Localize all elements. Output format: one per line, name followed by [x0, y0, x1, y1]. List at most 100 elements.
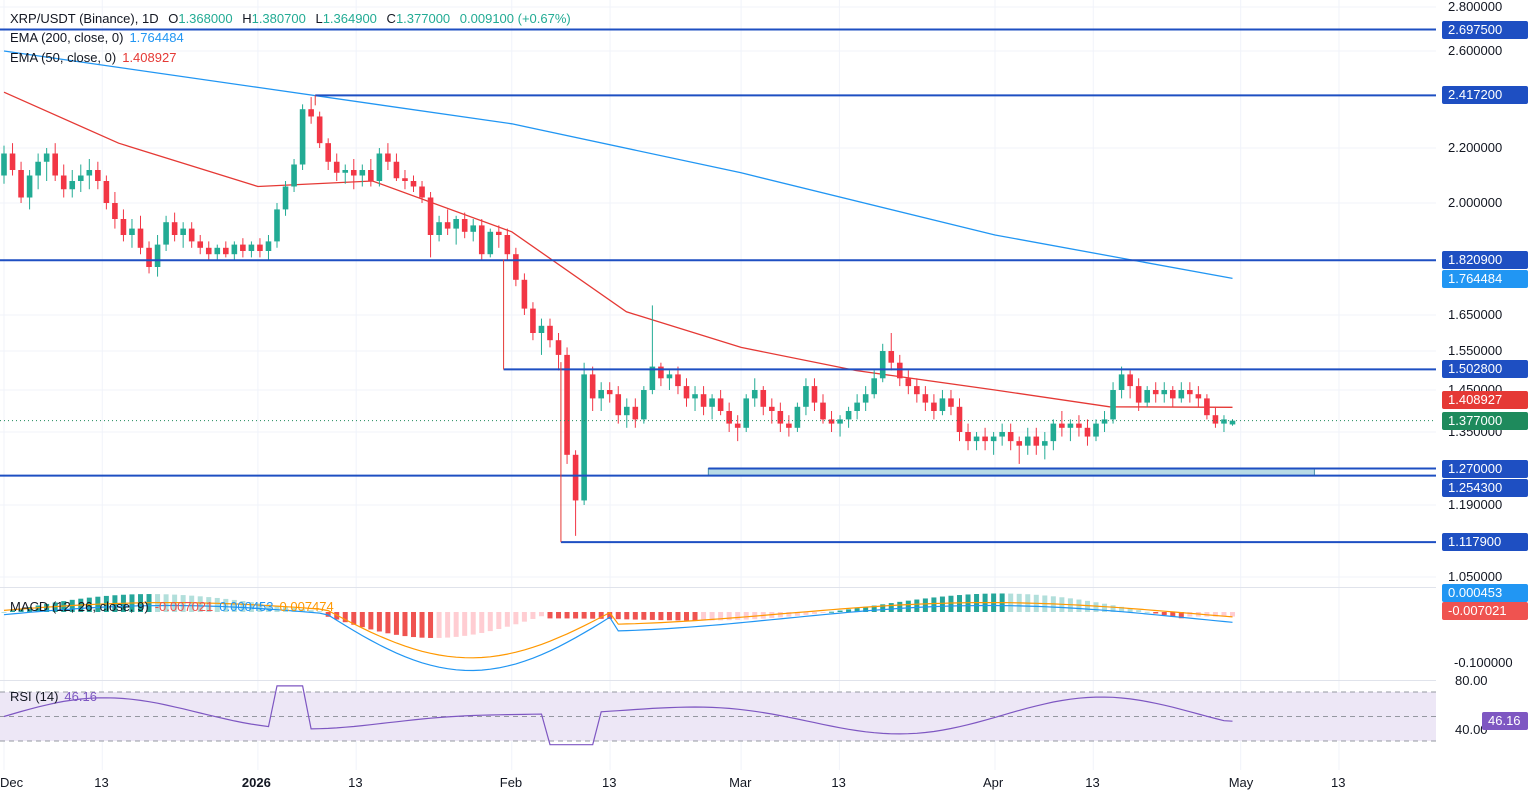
candle [248, 241, 255, 258]
macd-bar [922, 598, 928, 612]
candle-body [265, 241, 272, 251]
candle [794, 402, 801, 432]
candle [26, 170, 33, 210]
candle [393, 153, 400, 181]
macd-bar [274, 605, 280, 612]
candle [726, 402, 732, 432]
candle [205, 241, 212, 261]
macd-tag: -0.007021 [1442, 602, 1528, 620]
candle [461, 212, 468, 239]
candle [521, 273, 528, 315]
candle [470, 219, 477, 242]
macd-bar [803, 612, 809, 615]
price-axis-label: 2.600000 [1448, 43, 1503, 58]
rsi-axis-label: 80.00 [1455, 673, 1488, 688]
candle-body [180, 228, 186, 235]
main-legend: XRP/USDT (Binance), 1D O1.368000 H1.3807… [10, 11, 571, 26]
candle-body [359, 170, 366, 176]
macd-bar [564, 612, 570, 619]
candle-body [692, 394, 698, 399]
candle-body [1067, 423, 1074, 428]
candle-body [1118, 374, 1125, 390]
support-zone [707, 468, 1315, 477]
candle [1161, 382, 1168, 403]
candle-body [410, 181, 417, 187]
candle [751, 378, 758, 407]
macd-bar [436, 612, 442, 638]
macd-bar [829, 611, 835, 613]
candle [905, 370, 912, 395]
candle [1059, 411, 1065, 437]
macd-bar [1, 612, 7, 613]
macd-bar [794, 612, 800, 616]
candle [845, 406, 852, 428]
candle [86, 159, 93, 190]
candle [60, 164, 67, 198]
candle [649, 305, 656, 395]
candle [1042, 432, 1048, 460]
macd-bar [479, 612, 485, 633]
candle [487, 228, 494, 258]
price-axis-label: 1.650000 [1448, 307, 1503, 322]
candle-body [1093, 423, 1099, 437]
candle [453, 215, 459, 245]
high-value: 1.380700 [251, 11, 306, 26]
candle [69, 170, 76, 198]
horizontal-levels[interactable] [0, 28, 1436, 544]
candle-body [939, 398, 946, 411]
candle [956, 398, 963, 442]
candle-body [572, 454, 579, 501]
candle [1221, 415, 1227, 432]
macd-bar [402, 612, 408, 637]
macd-bar [957, 595, 962, 612]
macd-bar [888, 603, 894, 612]
price-tag: 1.377000 [1442, 411, 1528, 430]
candle [1135, 378, 1142, 411]
rsi-tag: 46.16 [1482, 712, 1528, 731]
candle [214, 244, 221, 261]
candle [1187, 382, 1193, 403]
candle-body [854, 402, 860, 411]
price-tag: 2.697500 [1442, 20, 1528, 39]
candle-body [1110, 390, 1116, 420]
candle [316, 111, 323, 148]
candle [820, 394, 826, 424]
candle-body [282, 186, 289, 210]
candle-body [606, 390, 613, 395]
candle [1178, 382, 1185, 403]
support-zones [707, 468, 1315, 477]
rsi-band [0, 692, 1436, 741]
candle-body [470, 225, 477, 232]
candle-body [444, 222, 451, 229]
candle [666, 370, 673, 390]
candle-body [171, 222, 178, 235]
candle [854, 394, 860, 420]
ema200-line [3, 50, 1233, 280]
candle [240, 238, 246, 258]
macd-bar [1110, 605, 1116, 612]
candle [257, 238, 263, 258]
candle [769, 398, 775, 424]
candle-body [538, 325, 545, 333]
change-value: 0.009100 (+0.67%) [459, 11, 571, 26]
candle-body [214, 247, 221, 255]
candle [342, 164, 349, 184]
candle [146, 241, 152, 274]
price-axis-label: 1.190000 [1448, 497, 1503, 512]
macd-bar [351, 612, 357, 625]
candle-body [419, 186, 425, 198]
candle-body [342, 170, 349, 173]
candle [223, 241, 229, 258]
candle-body [69, 181, 76, 190]
ema50-legend: EMA (50, close, 0) 1.408927 [10, 50, 177, 65]
macd-bar [777, 612, 783, 618]
macd-bar [180, 595, 186, 612]
macd-bar [35, 605, 41, 612]
candle-body [103, 181, 110, 203]
candle-body [922, 394, 929, 403]
candle [1127, 370, 1133, 399]
price-tag: 1.254300 [1442, 478, 1528, 497]
candle [1144, 386, 1150, 407]
candle [1016, 436, 1023, 464]
